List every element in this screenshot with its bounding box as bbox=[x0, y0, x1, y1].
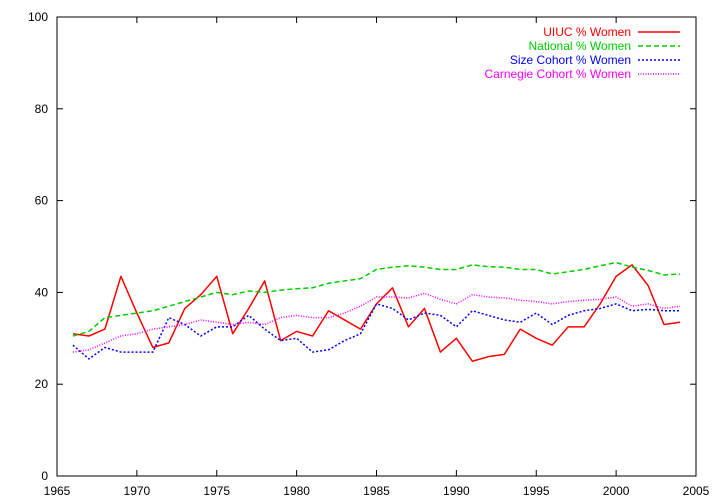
x-tick-label: 2000 bbox=[603, 484, 630, 498]
series-lines bbox=[72, 261, 681, 362]
series-line-0 bbox=[72, 264, 681, 362]
x-tick-label: 1985 bbox=[363, 484, 390, 498]
y-tick-label: 60 bbox=[35, 194, 49, 208]
series-line-3 bbox=[72, 292, 681, 353]
x-tick-label: 1990 bbox=[443, 484, 470, 498]
x-tick-label: 1965 bbox=[44, 484, 71, 498]
axis-ticks bbox=[56, 16, 697, 477]
x-tick-label: 1995 bbox=[523, 484, 550, 498]
x-tick-label: 2005 bbox=[683, 484, 710, 498]
x-tick-label: 1975 bbox=[203, 484, 230, 498]
legend-label-3: Carnegie Cohort % Women bbox=[484, 67, 631, 81]
y-tick-label: 40 bbox=[35, 285, 49, 299]
series-line-2 bbox=[72, 303, 681, 360]
x-tick-label: 1970 bbox=[124, 484, 151, 498]
series-line-1 bbox=[72, 261, 681, 337]
x-tick-label: 1980 bbox=[283, 484, 310, 498]
y-tick-label: 0 bbox=[41, 469, 48, 483]
legend-label-1: National % Women bbox=[529, 39, 632, 53]
plot-frame bbox=[56, 16, 697, 477]
y-tick-label: 100 bbox=[28, 10, 48, 24]
axis-tick-labels: 1965 1970 1975 1980 1985 1990 1995 2000 2005 0 20 4… bbox=[28, 10, 710, 498]
legend-label-2: Size Cohort % Women bbox=[510, 53, 631, 67]
y-tick-label: 80 bbox=[35, 102, 49, 116]
legend-label-0: UIUC % Women bbox=[543, 25, 631, 39]
y-tick-label: 20 bbox=[35, 377, 49, 391]
